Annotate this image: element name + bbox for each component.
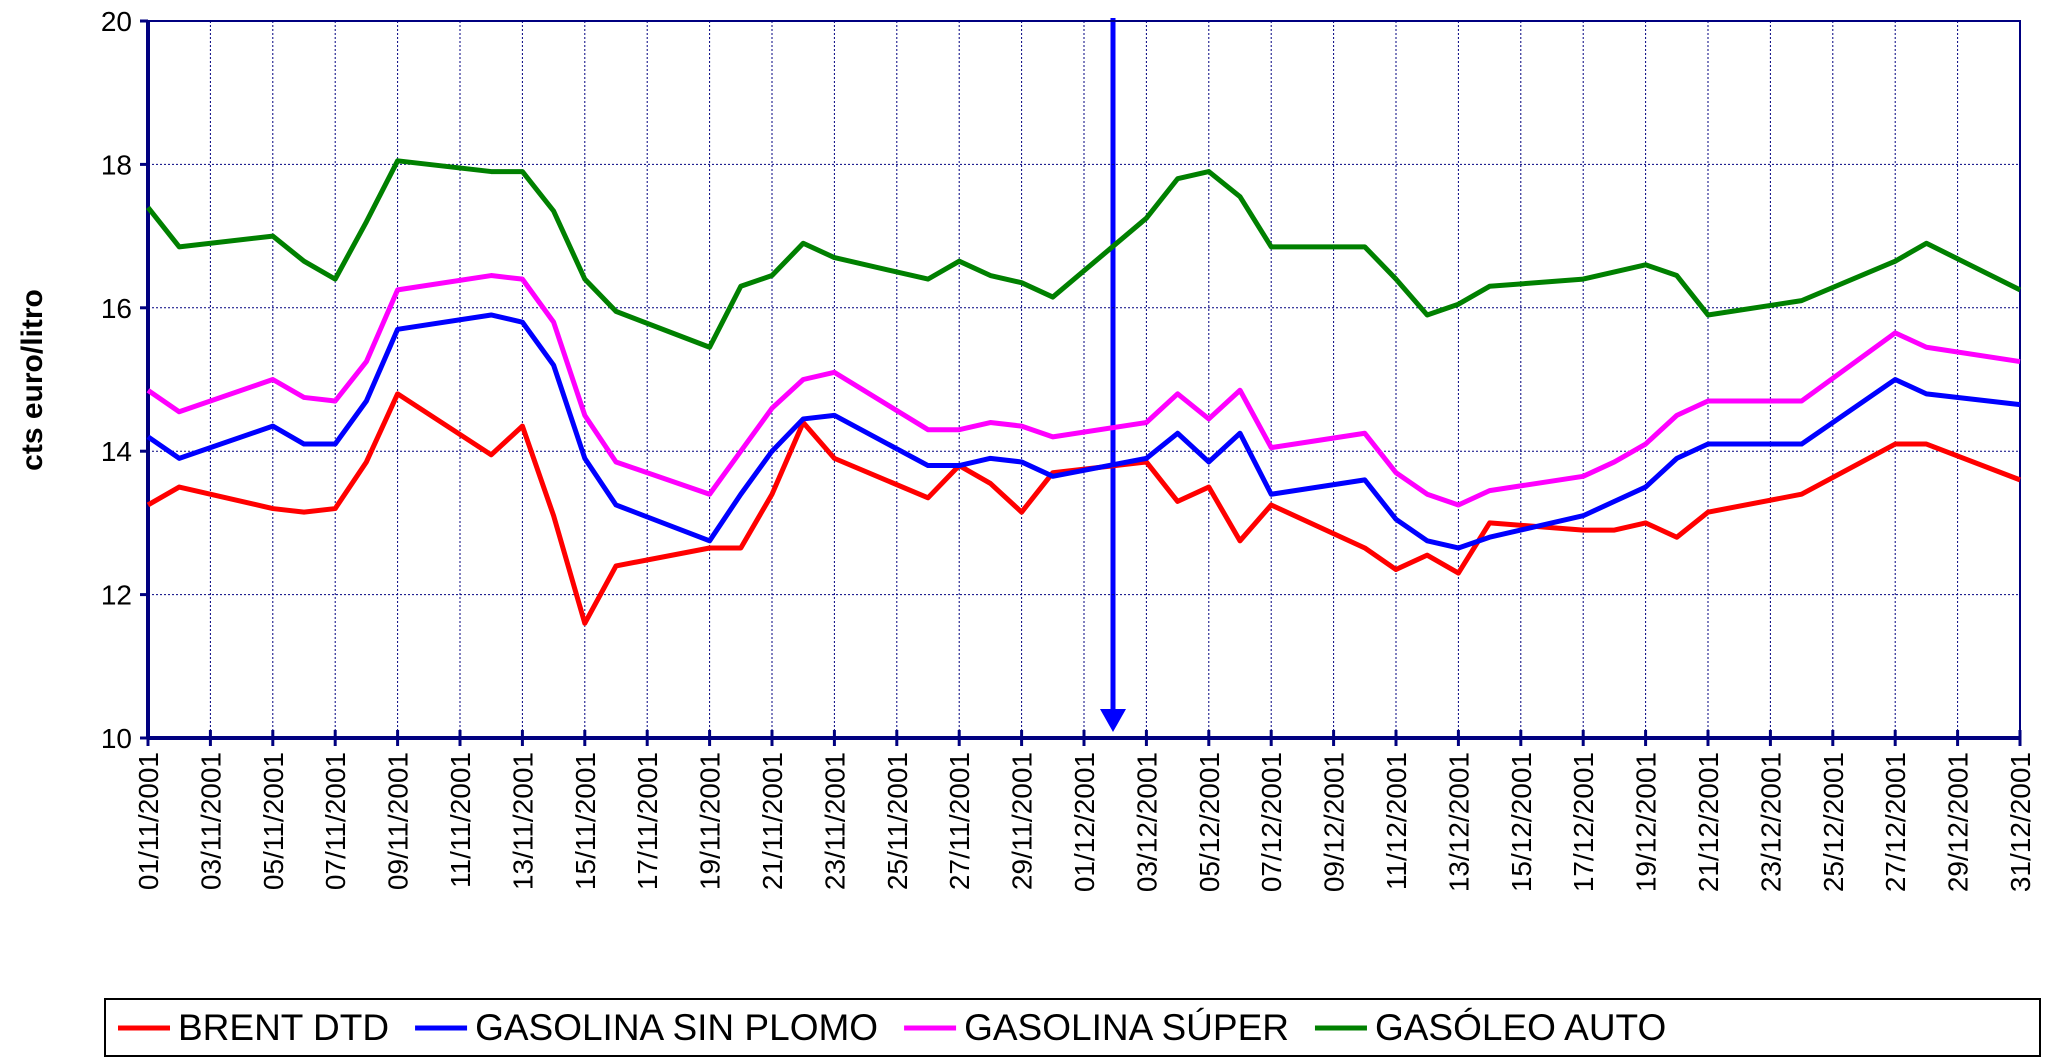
x-tick-label: 15/12/2001: [1506, 752, 1537, 892]
series-line: [146, 158, 2022, 350]
x-tick-label: 27/12/2001: [1880, 752, 1911, 892]
x-tick-label: 29/12/2001: [1943, 752, 1974, 892]
y-tick-label: 12: [101, 580, 132, 611]
x-tick-label: 01/12/2001: [1069, 752, 1100, 892]
x-tick-label: 09/11/2001: [383, 752, 414, 890]
x-tick-label: 25/11/2001: [882, 752, 913, 890]
x-tick-label: 29/11/2001: [1007, 752, 1038, 890]
legend-label: BRENT DTD: [178, 1007, 389, 1048]
x-tick-label: 17/11/2001: [632, 752, 663, 890]
y-tick-label: 20: [101, 6, 132, 37]
legend-label: GASOLINA SIN PLOMO: [475, 1007, 878, 1048]
x-tick-label: 21/12/2001: [1693, 752, 1724, 892]
x-tick-label: 05/12/2001: [1194, 752, 1225, 892]
x-tick-label: 07/12/2001: [1256, 752, 1287, 892]
x-tick-label: 03/11/2001: [195, 752, 226, 890]
x-tick-label: 31/12/2001: [2005, 752, 2036, 892]
x-tick-label: 23/11/2001: [819, 752, 850, 890]
y-tick-label: 18: [101, 149, 132, 180]
x-tick-label: 27/11/2001: [944, 752, 975, 890]
x-tick-label: 09/12/2001: [1319, 752, 1350, 892]
x-tick-label: 11/12/2001: [1381, 752, 1412, 890]
x-tick-label: 05/11/2001: [258, 752, 289, 890]
y-tick-label: 14: [101, 436, 132, 467]
x-tick-label: 25/12/2001: [1818, 752, 1849, 892]
x-tick-label: 13/11/2001: [507, 752, 538, 890]
legend-label: GASÓLEO AUTO: [1375, 1007, 1666, 1048]
x-tick-label: 01/11/2001: [133, 752, 164, 890]
y-axis-label: cts euro/litro: [16, 289, 49, 471]
series-line: [146, 273, 2021, 508]
x-tick-label: 19/12/2001: [1631, 752, 1662, 892]
x-tick-label: 17/12/2001: [1568, 752, 1599, 892]
y-tick-label: 10: [101, 723, 132, 754]
x-tick-label: 13/12/2001: [1443, 752, 1474, 892]
x-tick-label: 15/11/2001: [570, 752, 601, 890]
annotation-arrow: [1100, 18, 1126, 732]
x-tick-label: 21/11/2001: [757, 752, 788, 890]
series-line: [146, 391, 2021, 626]
x-tick-label: 07/11/2001: [320, 752, 351, 890]
x-tick-label: 03/12/2001: [1131, 752, 1162, 892]
y-tick-label: 16: [101, 293, 132, 324]
legend-label: GASOLINA SÚPER: [964, 1007, 1289, 1048]
x-tick-label: 23/12/2001: [1755, 752, 1786, 892]
x-tick-label: 11/11/2001: [445, 752, 476, 888]
x-tick-label: 19/11/2001: [695, 752, 726, 890]
series-line: [146, 312, 2021, 551]
